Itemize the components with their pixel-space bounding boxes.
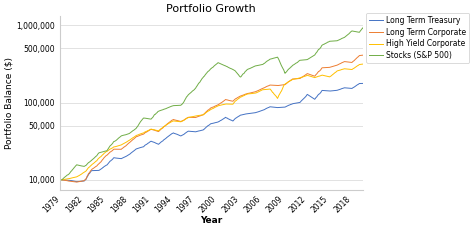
Long Term Corporate [360,54,365,57]
High Yield Corporate [139,132,145,135]
Stocks (S&P 500) [359,27,365,30]
Title: Portfolio Growth: Portfolio Growth [166,4,256,14]
Long Term Treasury [360,82,365,85]
Stocks (S&P 500) [276,58,282,61]
Long Term Treasury [364,82,370,85]
Line: Stocks (S&P 500): Stocks (S&P 500) [62,23,367,180]
Long Term Corporate [140,133,146,136]
Long Term Treasury [74,180,80,183]
High Yield Corporate [155,129,161,132]
Stocks (S&P 500) [59,178,64,181]
High Yield Corporate [364,62,370,65]
Long Term Treasury [140,145,146,148]
High Yield Corporate [59,178,64,181]
High Yield Corporate [276,94,282,97]
Long Term Corporate [276,84,282,87]
Stocks (S&P 500) [139,118,145,121]
High Yield Corporate [344,68,350,70]
Long Term Treasury [328,90,334,92]
Stocks (S&P 500) [328,40,334,43]
Long Term Treasury [59,178,64,181]
High Yield Corporate [328,75,334,77]
High Yield Corporate [359,63,365,65]
Line: High Yield Corporate: High Yield Corporate [62,64,367,180]
Stocks (S&P 500) [155,110,161,113]
Line: Long Term Treasury: Long Term Treasury [62,83,367,182]
X-axis label: Year: Year [200,216,222,225]
Stocks (S&P 500) [344,34,350,37]
Long Term Corporate [155,130,161,133]
Long Term Corporate [59,178,64,181]
Y-axis label: Portfolio Balance ($): Portfolio Balance ($) [4,57,13,149]
Long Term Corporate [345,61,350,63]
Line: Long Term Corporate: Long Term Corporate [62,55,367,182]
Long Term Corporate [364,53,370,56]
Long Term Treasury [155,143,161,146]
Long Term Corporate [74,181,80,183]
Long Term Treasury [345,87,350,90]
Long Term Treasury [276,106,282,109]
Legend: Long Term Treasury, Long Term Corporate, High Yield Corporate, Stocks (S&P 500): Long Term Treasury, Long Term Corporate,… [366,13,469,63]
Stocks (S&P 500) [364,22,370,25]
Long Term Corporate [328,65,334,68]
